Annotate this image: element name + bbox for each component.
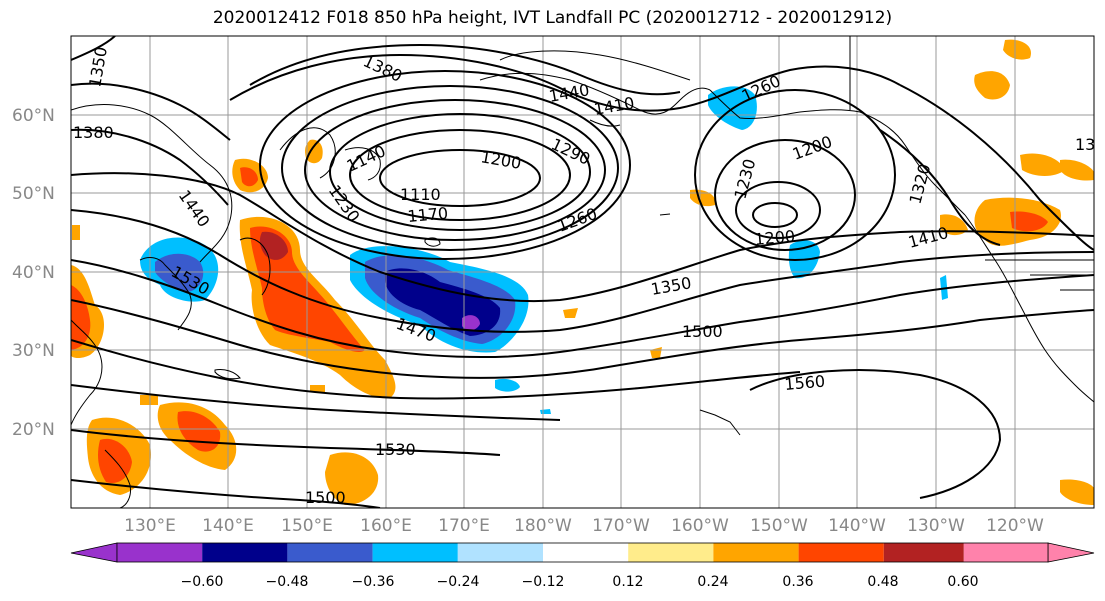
contour-label: 1320	[1075, 135, 1105, 154]
colorbar-swatch	[457, 543, 543, 562]
colorbar-tick-label: −0.36	[352, 574, 395, 590]
lat-label: 40°N	[12, 263, 55, 283]
colorbar-swatch	[963, 543, 1048, 562]
lat-label: 60°N	[12, 106, 55, 126]
negative-anomaly-shading	[140, 86, 948, 414]
colorbar-tick-label: −0.12	[522, 574, 565, 590]
colorbar: −0.60 −0.48 −0.36 −0.24 −0.12 0.12 0.24 …	[70, 542, 1095, 590]
colorbar-tick-label: 0.48	[867, 574, 898, 590]
contour-label: 1110	[400, 185, 441, 204]
longitude-labels: 130°E 140°E 150°E 160°E 170°E 180°W 170°…	[124, 516, 1044, 536]
colorbar-tick-label: −0.60	[181, 574, 224, 590]
colorbar-max-arrow	[1047, 542, 1095, 563]
contour-label: 1500	[305, 488, 346, 507]
lon-label: 120°W	[986, 516, 1044, 536]
colorbar-min-arrow	[70, 542, 118, 563]
colorbar-swatch	[543, 543, 629, 562]
colorbar-swatch	[117, 543, 203, 562]
lon-label: 160°E	[360, 516, 412, 536]
colorbar-ticks: −0.60 −0.48 −0.36 −0.24 −0.12 0.12 0.24 …	[181, 574, 979, 590]
lon-label: 180°W	[514, 516, 572, 536]
lat-label: 20°N	[12, 420, 55, 440]
contour-label: 1530	[375, 440, 416, 459]
contour-label: 1500	[682, 322, 723, 341]
colorbar-tick-label: −0.24	[437, 574, 480, 590]
lon-label: 140°E	[202, 516, 254, 536]
contour-label: 1170	[407, 204, 449, 226]
lon-label: 150°E	[281, 516, 333, 536]
contour-label: 1380	[73, 123, 114, 142]
lon-label: 130°E	[124, 516, 176, 536]
colorbar-tick-label: 0.36	[782, 574, 813, 590]
colorbar-swatch	[372, 543, 458, 562]
colorbar-swatch	[713, 543, 799, 562]
colorbar-tick-label: −0.48	[266, 574, 309, 590]
graticule	[71, 36, 1094, 508]
colorbar-tick-label: 0.12	[612, 574, 643, 590]
contour-label: 1200	[754, 227, 796, 249]
height-contours	[71, 36, 1094, 508]
lon-label: 170°E	[438, 516, 490, 536]
map-title: 2020012412 F018 850 hPa height, IVT Land…	[212, 8, 893, 28]
lon-label: 140°W	[828, 516, 886, 536]
lon-label: 150°W	[750, 516, 808, 536]
lat-label: 30°N	[12, 341, 55, 361]
contour-label: 1560	[784, 372, 826, 394]
lon-label: 170°W	[592, 516, 650, 536]
latitude-labels: 60°N 50°N 40°N 30°N 20°N	[12, 106, 55, 440]
map-frame	[70, 35, 1095, 509]
colorbar-tick-label: 0.24	[697, 574, 728, 590]
colorbar-swatch	[202, 543, 288, 562]
lat-label: 50°N	[12, 184, 55, 204]
colorbar-swatch	[883, 543, 964, 562]
colorbar-tick-label: 0.60	[947, 574, 978, 590]
lon-label: 130°W	[907, 516, 965, 536]
colorbar-swatch	[798, 543, 884, 562]
colorbar-swatch	[287, 543, 373, 562]
lon-label: 160°W	[671, 516, 729, 536]
coastlines	[71, 36, 1094, 508]
colorbar-swatch	[628, 543, 714, 562]
